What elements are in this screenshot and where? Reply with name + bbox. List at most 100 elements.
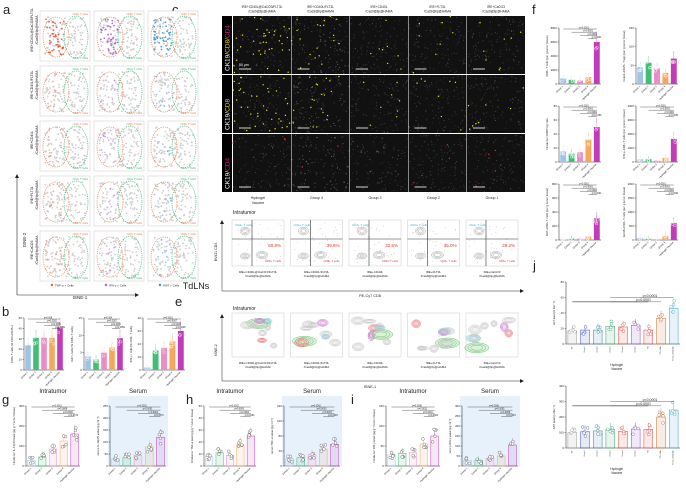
fluorescence-image <box>350 16 408 74</box>
tissue-speck <box>478 160 479 161</box>
cell-point <box>114 30 116 32</box>
tissue-speck <box>278 65 279 66</box>
tissue-speck <box>412 141 413 142</box>
tissue-speck <box>405 111 406 112</box>
cell-point <box>171 138 173 140</box>
tissue-speck <box>267 162 268 163</box>
tissue-speck <box>490 41 491 42</box>
tissue-speck <box>233 187 234 188</box>
tissue-speck <box>418 177 419 178</box>
positive-cell-point <box>108 139 110 141</box>
tissue-speck <box>251 67 252 68</box>
cell-point <box>159 244 161 246</box>
cell-point <box>159 161 161 163</box>
tissue-speck <box>258 88 259 89</box>
cell-point <box>184 89 186 91</box>
tissue-speck <box>358 57 359 58</box>
marker-cell <box>361 151 362 152</box>
tissue-speck <box>519 144 520 145</box>
cell-point <box>192 273 194 275</box>
tissue-speck <box>520 128 521 129</box>
tissue-speck <box>366 115 367 116</box>
tissue-speck <box>478 25 479 26</box>
cell-point <box>134 259 136 261</box>
cell-point <box>77 136 79 138</box>
event-dot <box>325 223 326 224</box>
event-dot <box>252 225 253 226</box>
tissue-speck <box>276 179 277 180</box>
cell-point <box>47 211 49 213</box>
tissue-speck <box>287 184 288 185</box>
tissue-speck <box>321 72 322 73</box>
tissue-speck <box>477 120 478 121</box>
cell-point <box>123 50 125 52</box>
tissue-speck <box>276 104 277 105</box>
tissue-speck <box>238 124 239 125</box>
cell-point <box>182 39 184 41</box>
tissue-speck <box>269 17 270 18</box>
tissue-speck <box>483 138 484 139</box>
tissue-speck <box>423 184 424 185</box>
tissue-speck <box>245 94 246 95</box>
y-tick-label: 50 <box>19 316 23 320</box>
tissue-speck <box>512 162 513 163</box>
cell-point <box>71 85 73 87</box>
positive-cell-point <box>171 25 173 27</box>
tissue-speck <box>377 182 378 183</box>
tissue-speck <box>460 35 461 36</box>
positive-cell-point <box>60 255 62 257</box>
cell-point <box>64 17 66 19</box>
tissue-speck <box>315 113 316 114</box>
marker-cell <box>441 116 442 117</box>
tissue-speck <box>328 140 329 141</box>
tissue-speck <box>274 42 275 43</box>
cell-point <box>184 102 186 104</box>
tissue-speck <box>490 22 491 23</box>
cell-point <box>183 140 185 142</box>
tissue-speck <box>332 177 333 178</box>
cell-point <box>185 272 187 274</box>
tissue-speck <box>292 59 293 60</box>
tissue-speck <box>368 178 369 179</box>
tissue-speck <box>246 163 247 164</box>
cd8-percent: 39.6% <box>327 243 340 248</box>
tissue-speck <box>271 52 272 53</box>
cell-point <box>47 16 49 18</box>
cell-point <box>154 150 156 152</box>
tissue-speck <box>417 190 418 191</box>
tissue-speck <box>242 40 243 41</box>
tissue-speck <box>262 42 263 43</box>
cell-point <box>181 205 183 207</box>
tissue-speck <box>486 58 487 59</box>
tissue-speck <box>385 176 386 177</box>
tissue-speck <box>494 52 495 53</box>
cell-point <box>186 30 188 32</box>
event-dot <box>254 223 255 224</box>
positive-cell-point <box>60 147 62 149</box>
cell-point <box>45 91 47 93</box>
cell-point <box>162 190 164 192</box>
event-dot <box>320 228 321 229</box>
cell-point <box>181 46 183 48</box>
tissue-speck <box>461 22 462 23</box>
positive-cell-point <box>47 89 49 91</box>
tissue-speck <box>318 162 319 163</box>
cell-point <box>74 104 76 106</box>
event-dot <box>336 230 337 231</box>
tissue-speck <box>462 60 463 61</box>
cell-point <box>105 79 107 81</box>
marker-cell <box>479 22 480 23</box>
tissue-speck <box>299 188 300 189</box>
cell-point <box>73 184 75 186</box>
cell-point <box>110 138 112 140</box>
cell-point <box>167 135 169 137</box>
tissue-speck <box>255 145 256 146</box>
event-dot <box>413 250 414 251</box>
cell-point <box>176 270 178 272</box>
tissue-speck <box>392 191 393 192</box>
tissue-speck <box>279 124 280 125</box>
tissue-speck <box>382 189 383 190</box>
tissue-speck <box>465 78 466 79</box>
tissue-speck <box>264 114 265 115</box>
tissue-speck <box>367 181 368 182</box>
